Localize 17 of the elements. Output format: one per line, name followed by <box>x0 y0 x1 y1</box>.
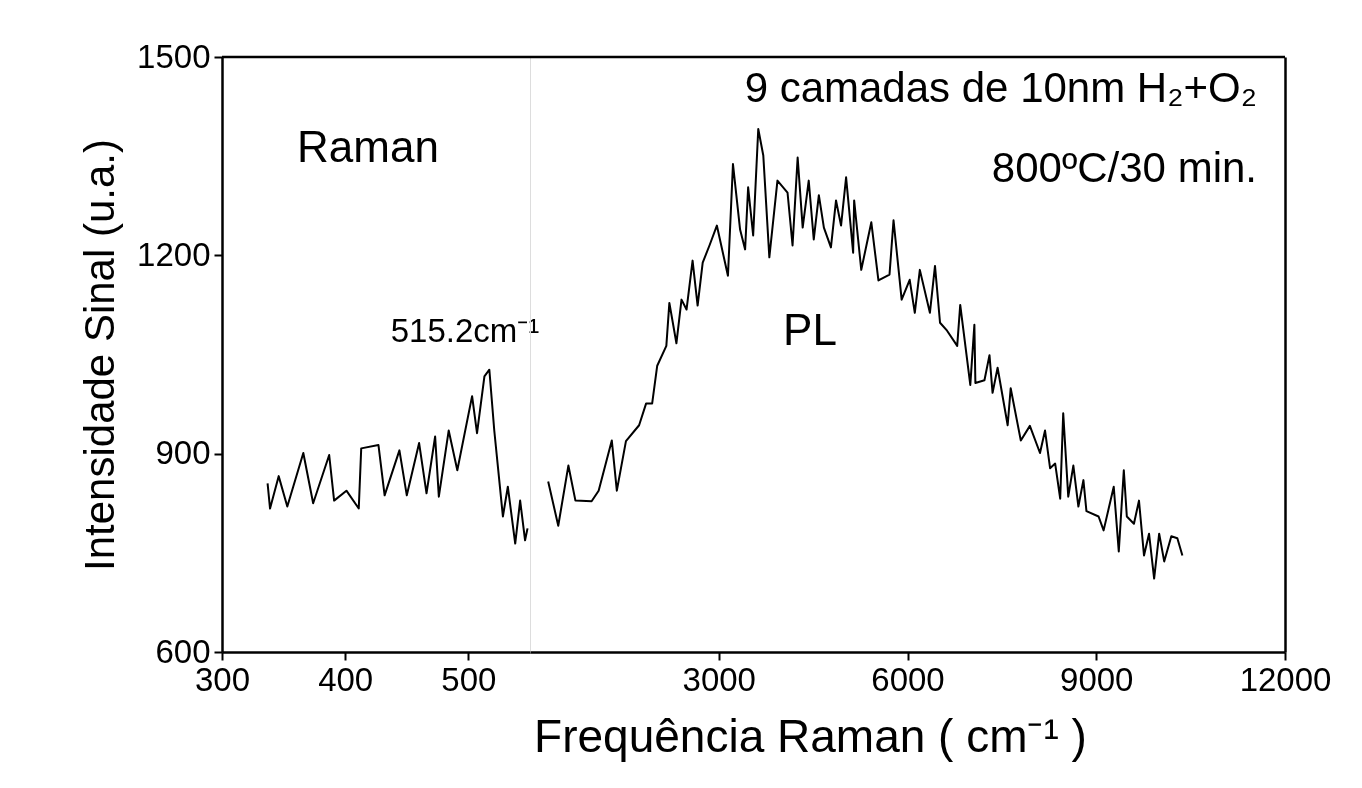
line-series <box>266 368 529 545</box>
x-tick-label: 3000 <box>682 660 756 698</box>
x-axis-title: Frequência Raman ( cm⁻¹ ) <box>534 709 1087 762</box>
x-tick-label: 12000 <box>1239 660 1332 698</box>
chart-title: 9 camadas de 10nm H₂+O₂ <box>744 64 1257 111</box>
x-tick-label: 6000 <box>871 660 945 698</box>
x-tick-label: 9000 <box>1060 660 1134 698</box>
annotation: PL <box>783 305 837 354</box>
x-tick-label: 500 <box>441 660 497 698</box>
annotation: 515.2cm⁻¹ <box>390 312 540 349</box>
y-axis-title: Intensidade Sinal (u.a.) <box>76 139 124 571</box>
y-tick-label: 1500 <box>137 37 211 75</box>
y-tick-label: 900 <box>155 434 211 472</box>
y-tick-label: 1200 <box>137 235 211 273</box>
x-tick-label: 400 <box>318 660 374 698</box>
text: 800ºC/30 min. <box>991 144 1257 191</box>
annotation: Raman <box>297 122 439 171</box>
